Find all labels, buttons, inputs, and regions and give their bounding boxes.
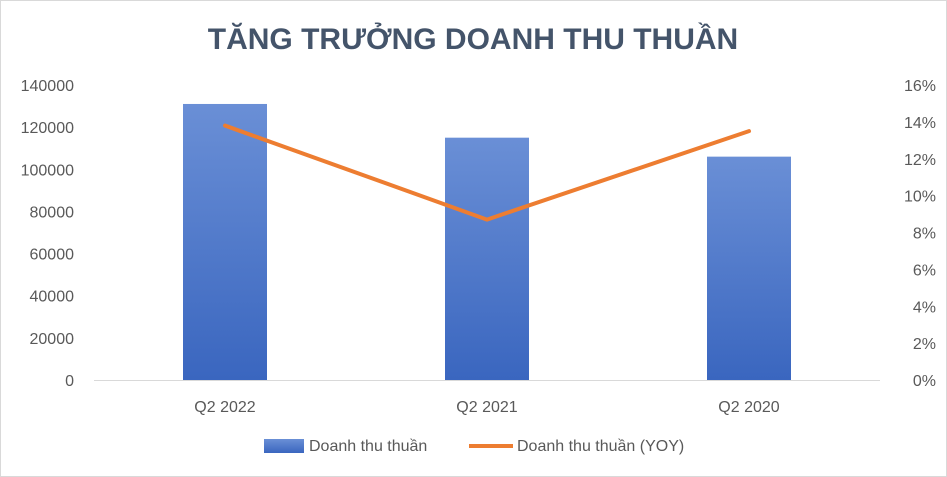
bar-series [183,103,791,380]
x-axis-ticks: Q2 2022 Q2 2021 Q2 2020 [194,399,779,416]
left-tick-label: 80000 [30,204,75,221]
left-tick-label: 100000 [21,162,74,179]
legend: Doanh thu thuần Doanh thu thuần (YOY) [264,438,684,455]
bar [707,156,791,380]
legend-label-bar: Doanh thu thuần [309,438,427,455]
left-tick-label: 60000 [30,247,75,264]
left-tick-label: 0 [65,373,74,390]
right-tick-label: 2% [913,336,936,353]
bar [183,103,267,380]
chart-title: TĂNG TRƯỞNG DOANH THU THUẦN [208,22,738,56]
x-tick-label: Q2 2022 [194,399,255,416]
left-tick-label: 20000 [30,331,75,348]
right-tick-label: 12% [904,152,936,169]
bar [445,137,529,380]
left-tick-label: 120000 [21,120,74,137]
right-tick-label: 14% [904,115,936,132]
left-tick-label: 40000 [30,289,75,306]
line-series [223,123,751,222]
legend-label-line: Doanh thu thuần (YOY) [517,438,684,455]
left-tick-label: 140000 [21,78,74,95]
right-tick-label: 16% [904,78,936,95]
left-axis: 0 20000 40000 60000 80000 100000 120000 140000 [21,78,74,390]
right-tick-label: 8% [913,226,936,243]
right-tick-label: 6% [913,262,936,279]
right-tick-label: 10% [904,189,936,206]
x-tick-label: Q2 2021 [456,399,517,416]
right-axis: 0% 2% 4% 6% 8% 10% 12% 14% 16% [904,78,936,390]
right-tick-label: 0% [913,373,936,390]
right-tick-label: 4% [913,299,936,316]
x-tick-label: Q2 2020 [718,399,779,416]
legend-swatch-bar [264,439,304,453]
